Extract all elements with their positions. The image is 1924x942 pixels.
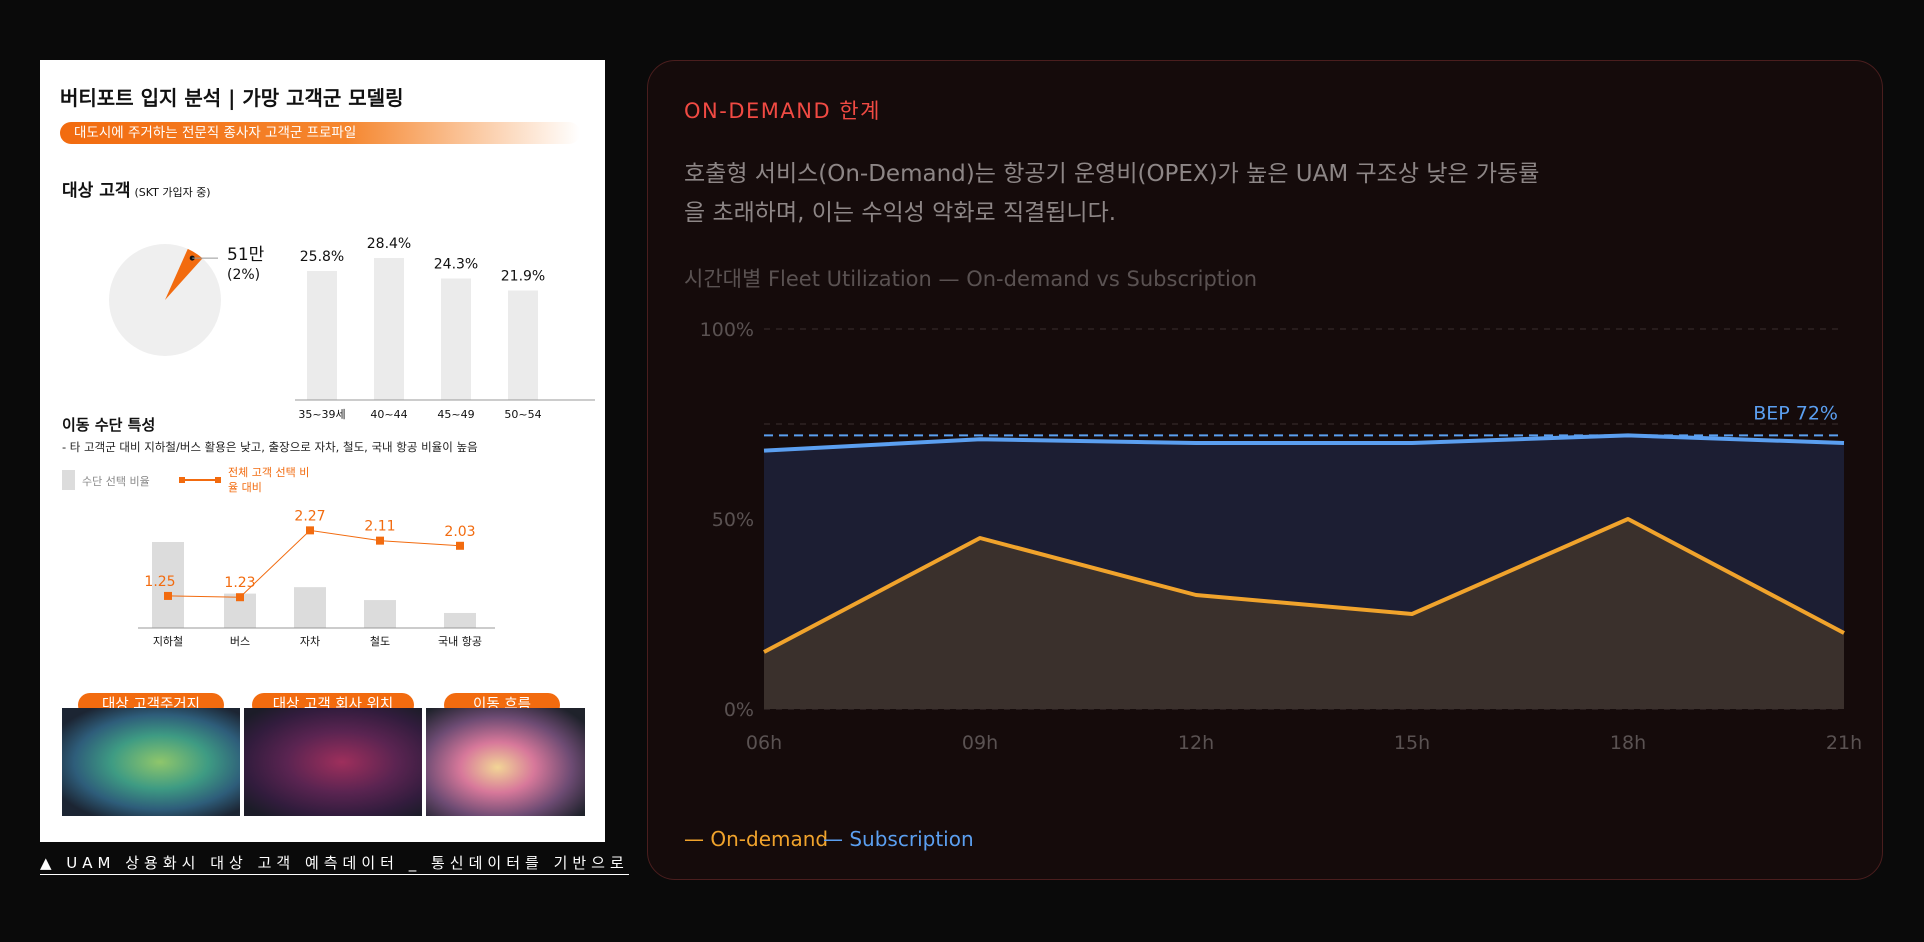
x-tick-label: 06h	[746, 732, 782, 754]
legend-orange-label: 전체 고객 선택 비율 대비	[228, 466, 310, 494]
y-tick-label: 0%	[724, 699, 754, 721]
target-heading-text: 대상 고객	[62, 181, 131, 201]
target-pie-chart: 51만 (2%)	[109, 244, 265, 356]
y-tick-label: 100%	[700, 319, 754, 341]
mode-bar	[152, 542, 184, 628]
pie-slice-target	[165, 248, 203, 300]
age-bar-data-label: 28.4%	[367, 236, 411, 252]
pie-pct-label: (2%)	[227, 267, 260, 283]
mobility-heading: 이동 수단 특성	[62, 416, 156, 434]
mode-tick-label: 국내 항공	[438, 635, 482, 648]
mobility-combo-chart: 지하철 버스 자차 철도 국내 항공 1.25 1.23 2.27 2.11 2.03	[138, 508, 495, 648]
legend-subscription: — Subscription	[823, 827, 974, 851]
mode-ratio-data-label: 1.25	[144, 574, 175, 590]
legend-orange-marker	[179, 477, 185, 483]
pie-value-label: 51만	[227, 245, 265, 265]
chart-title: 시간대별 Fleet Utilization — On-demand vs Su…	[684, 267, 1258, 291]
legend-ondemand: — On-demand	[684, 827, 829, 851]
legend-orange-marker	[215, 477, 221, 483]
utilization-area-chart: 0% 50% 100% 06h 09h 12h 15h 18h 21h BEP 72%	[700, 319, 1862, 754]
x-tick-label: 12h	[1178, 732, 1214, 754]
x-tick-label: 09h	[962, 732, 998, 754]
x-tick-label: 18h	[1610, 732, 1646, 754]
mode-ratio-data-label: 2.11	[364, 519, 395, 535]
mode-ratio-data-label: 2.27	[294, 508, 325, 524]
age-bar-data-label: 21.9%	[501, 269, 545, 285]
mode-tick-label: 자차	[300, 635, 320, 648]
bep-label: BEP 72%	[1753, 402, 1838, 424]
mode-ratio-marker	[376, 536, 384, 545]
mode-bar	[364, 600, 396, 628]
y-tick-label: 50%	[712, 509, 754, 531]
report-caption: ▲ UAM 상용화시 대상 고객 예측데이터 _ 통신데이터를 기반으로	[40, 852, 629, 875]
report-card: 버티포트 입지 분석 | 가망 고객군 모델링 대도시에 주거하는 전문직 종사…	[40, 60, 605, 842]
mode-tick-label: 지하철	[153, 634, 183, 648]
target-heading-note: (SKT 가입자 중)	[134, 186, 211, 199]
ondemand-card: ON-DEMAND 한계 호출형 서비스(On-Demand)는 항공기 운영비…	[647, 60, 1883, 880]
card-body-text: 호출형 서비스(On-Demand)는 항공기 운영비(OPEX)가 높은 UA…	[684, 161, 1540, 226]
legend-orange-line	[180, 479, 218, 481]
flow-map-image	[426, 708, 585, 816]
age-bar	[374, 258, 404, 400]
mode-ratio-marker	[306, 526, 314, 535]
card-label: ON-DEMAND 한계	[684, 99, 881, 123]
mode-bar	[294, 587, 326, 628]
legend-gray-label: 수단 선택 비율	[82, 475, 150, 488]
age-bar	[307, 271, 337, 400]
legend-gray-swatch	[62, 470, 75, 490]
residence-heatmap-image	[62, 708, 240, 816]
age-bar-chart: 25.8% 35~39세 28.4% 40~44 24.3% 45~49 21.9% 50~5…	[295, 236, 595, 421]
mode-ratio-marker	[236, 593, 244, 602]
mode-tick-label: 철도	[370, 635, 390, 648]
x-tick-label: 21h	[1826, 732, 1862, 754]
office-heatmap-image	[244, 708, 422, 816]
report-title: 버티포트 입지 분석 | 가망 고객군 모델링	[60, 86, 404, 110]
age-tick-label: 35~39세	[298, 408, 345, 421]
age-bar	[508, 290, 538, 400]
mode-ratio-marker	[456, 541, 464, 550]
ondemand-line	[763, 517, 1845, 654]
mode-ratio-marker	[164, 591, 172, 600]
mode-tick-label: 버스	[230, 635, 250, 648]
mode-bar	[444, 612, 476, 628]
age-tick-label: 40~44	[370, 408, 407, 421]
x-tick-label: 15h	[1394, 732, 1430, 754]
report-subtitle-banner: 대도시에 주거하는 전문직 종사자 고객군 프로파일	[60, 122, 580, 144]
age-bar-data-label: 25.8%	[300, 249, 344, 265]
mode-ratio-data-label: 1.23	[224, 575, 255, 591]
target-customer-heading: 대상 고객 (SKT 가입자 중)	[62, 176, 211, 201]
mobility-note: - 타 고객군 대비 지하철/버스 활용은 낮고, 출장으로 자차, 철도, 국…	[62, 440, 478, 454]
age-bar	[441, 278, 471, 400]
age-tick-label: 50~54	[504, 408, 541, 421]
subscription-line	[763, 433, 1845, 453]
ondemand-area	[764, 519, 1844, 709]
mode-ratio-data-label: 2.03	[444, 524, 475, 540]
age-tick-label: 45~49	[437, 408, 474, 421]
age-bar-data-label: 24.3%	[434, 257, 478, 273]
